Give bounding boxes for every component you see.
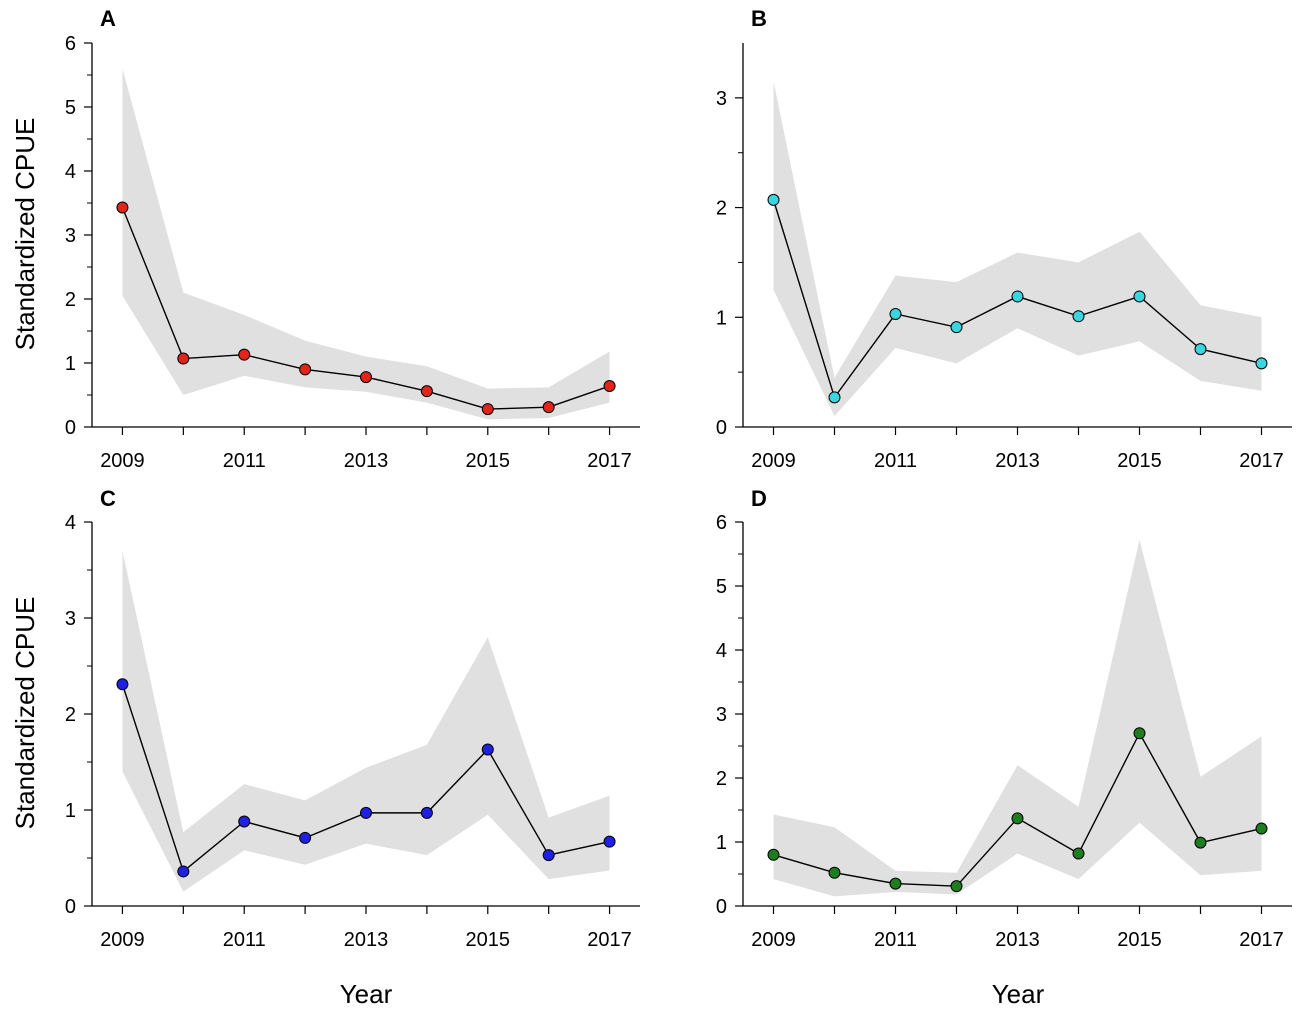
x-tick-label: 2015 (1117, 450, 1162, 472)
data-point (1194, 343, 1207, 356)
x-tick-label: 2015 (466, 929, 511, 951)
x-tick-label: 2017 (1239, 450, 1284, 472)
y-tick-label: 1 (716, 832, 727, 854)
panel-c: 0 1 2 3 4 2009 2011 2013 2015 2017 C (65, 486, 640, 951)
data-point (238, 815, 251, 828)
x-tick-label: 2013 (344, 450, 389, 472)
data-point (1194, 836, 1207, 849)
data-point (1255, 357, 1268, 370)
x-tick-label: 2015 (1117, 929, 1162, 951)
panel-letter: B (751, 6, 767, 31)
y-tick-label: 5 (65, 97, 76, 119)
x-tick-label: 2009 (100, 450, 145, 472)
data-point (1133, 290, 1146, 303)
data-point (420, 385, 433, 398)
data-point (767, 193, 780, 206)
x-tick-label: 2009 (100, 929, 145, 951)
panel-letter: C (100, 486, 116, 511)
panel-b: 0 1 2 3 2009 2011 2013 2015 2017 B (716, 6, 1292, 472)
data-point (1011, 812, 1024, 825)
data-point (1255, 822, 1268, 835)
confidence-band (122, 68, 610, 420)
data-point (542, 849, 555, 862)
data-point (177, 865, 190, 878)
data-point (238, 348, 251, 361)
y-axis-title-bottom: Standardized CPUE (10, 597, 40, 830)
y-tick-label: 4 (65, 161, 76, 183)
data-point (360, 371, 372, 384)
y-tick-label: 0 (65, 896, 76, 918)
data-point (360, 806, 372, 819)
x-tick-label: 2015 (466, 450, 511, 472)
x-tick-label: 2013 (995, 929, 1040, 951)
y-tick-label: 0 (716, 896, 727, 918)
y-tick-label: 6 (65, 33, 76, 55)
data-point (603, 380, 616, 393)
data-point (767, 848, 780, 861)
y-tick-label: 1 (65, 800, 76, 822)
panel-d: 0 1 2 3 4 5 6 2009 2011 2013 2015 2017 D (716, 486, 1292, 951)
data-point (1133, 727, 1146, 740)
data-point (177, 352, 190, 365)
data-point (420, 806, 433, 819)
panel-letter: D (751, 486, 767, 511)
y-tick-label: 4 (716, 640, 727, 662)
y-tick-label: 0 (716, 417, 727, 439)
y-tick-label: 5 (716, 576, 727, 598)
y-tick-label: 1 (716, 307, 727, 329)
x-tick-label: 2017 (587, 929, 632, 951)
x-tick-label: 2013 (344, 929, 389, 951)
data-point (1011, 290, 1024, 303)
data-point (481, 743, 494, 756)
x-axis-title-left: Year (340, 979, 393, 1009)
confidence-band (773, 81, 1262, 417)
y-tick-label: 3 (716, 704, 727, 726)
y-tick-label: 2 (716, 198, 727, 220)
y-tick-label: 3 (716, 88, 727, 110)
data-point (1072, 310, 1085, 323)
data-point (481, 403, 494, 416)
data-point (1072, 847, 1085, 860)
data-point (299, 363, 312, 376)
confidence-band (122, 550, 610, 892)
data-point (950, 880, 963, 893)
y-tick-label: 2 (65, 704, 76, 726)
data-point (542, 401, 555, 414)
data-point (889, 307, 902, 320)
data-point (828, 866, 841, 879)
x-tick-label: 2011 (874, 450, 917, 472)
y-tick-label: 3 (65, 225, 76, 247)
x-tick-label: 2013 (995, 450, 1040, 472)
y-tick-label: 3 (65, 608, 76, 630)
x-tick-label: 2017 (587, 450, 632, 472)
x-tick-label: 2011 (223, 450, 266, 472)
x-axis-title-right: Year (992, 979, 1045, 1009)
y-tick-label: 2 (716, 768, 727, 790)
x-tick-label: 2011 (223, 929, 266, 951)
x-tick-label: 2017 (1239, 929, 1284, 951)
data-point (116, 201, 129, 214)
data-point (116, 678, 129, 691)
panel-letter: A (100, 6, 116, 31)
panel-a: 0 1 2 3 4 5 6 2009 2011 2013 2015 2017 A (65, 6, 640, 472)
y-tick-label: 1 (65, 353, 76, 375)
data-point (299, 831, 312, 844)
y-tick-label: 0 (65, 417, 76, 439)
data-point (828, 391, 841, 404)
data-point (889, 877, 902, 890)
y-tick-label: 2 (65, 289, 76, 311)
y-tick-label: 6 (716, 512, 727, 534)
x-tick-label: 2009 (751, 929, 796, 951)
data-point (950, 321, 963, 334)
y-axis-title-top: Standardized CPUE (10, 118, 40, 351)
confidence-band (773, 539, 1262, 897)
y-tick-label: 4 (65, 512, 76, 534)
x-tick-label: 2009 (751, 450, 796, 472)
x-tick-label: 2011 (874, 929, 917, 951)
data-point (603, 835, 616, 848)
